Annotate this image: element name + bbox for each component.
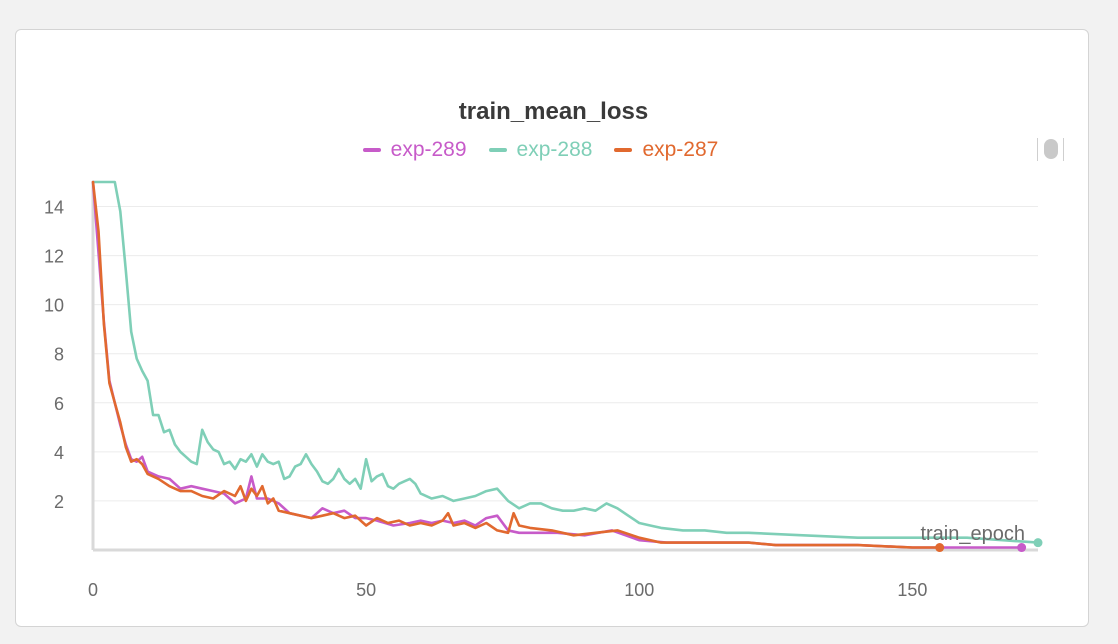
handle-frame <box>1037 138 1064 161</box>
legend-label: exp-289 <box>390 138 467 161</box>
legend-item-exp-289[interactable]: exp-289 <box>362 138 467 162</box>
y-tick-label: 2 <box>54 492 64 512</box>
y-tick-label: 12 <box>44 247 64 267</box>
handle-knob <box>1044 139 1058 159</box>
legend-swatch <box>362 148 381 152</box>
y-tick-label: 14 <box>44 198 64 218</box>
legend-swatch <box>614 148 633 152</box>
series-end-marker-exp-288 <box>1033 538 1043 548</box>
x-tick-label: 0 <box>88 580 98 600</box>
series-end-marker-exp-287 <box>935 543 945 553</box>
legend-label: exp-288 <box>516 138 593 161</box>
legend-item-exp-288[interactable]: exp-288 <box>488 138 593 162</box>
end-label: train_epoch <box>920 523 1025 545</box>
series-line-exp-287 <box>91 180 942 549</box>
series-line-exp-289 <box>91 180 1023 549</box>
x-tick-label: 100 <box>624 580 654 600</box>
x-tick-label: 150 <box>897 580 927 600</box>
y-tick-label: 8 <box>54 345 64 365</box>
legend-swatch <box>488 148 507 152</box>
series-end-marker-exp-289 <box>1017 543 1027 553</box>
x-tick-label: 50 <box>356 580 376 600</box>
chart-title: train_mean_loss <box>458 98 649 125</box>
chart-panel <box>15 29 1089 627</box>
y-tick-label: 6 <box>54 394 64 414</box>
series-line-exp-288 <box>91 180 1040 544</box>
legend-item-exp-287[interactable]: exp-287 <box>614 138 718 162</box>
y-tick-label: 4 <box>54 443 64 463</box>
panel-menu-handle[interactable] <box>1037 138 1064 161</box>
chart-legend: exp-289 exp-288 exp-287 <box>0 138 1081 162</box>
y-tick-label: 10 <box>44 296 64 316</box>
legend-label: exp-287 <box>642 138 719 161</box>
